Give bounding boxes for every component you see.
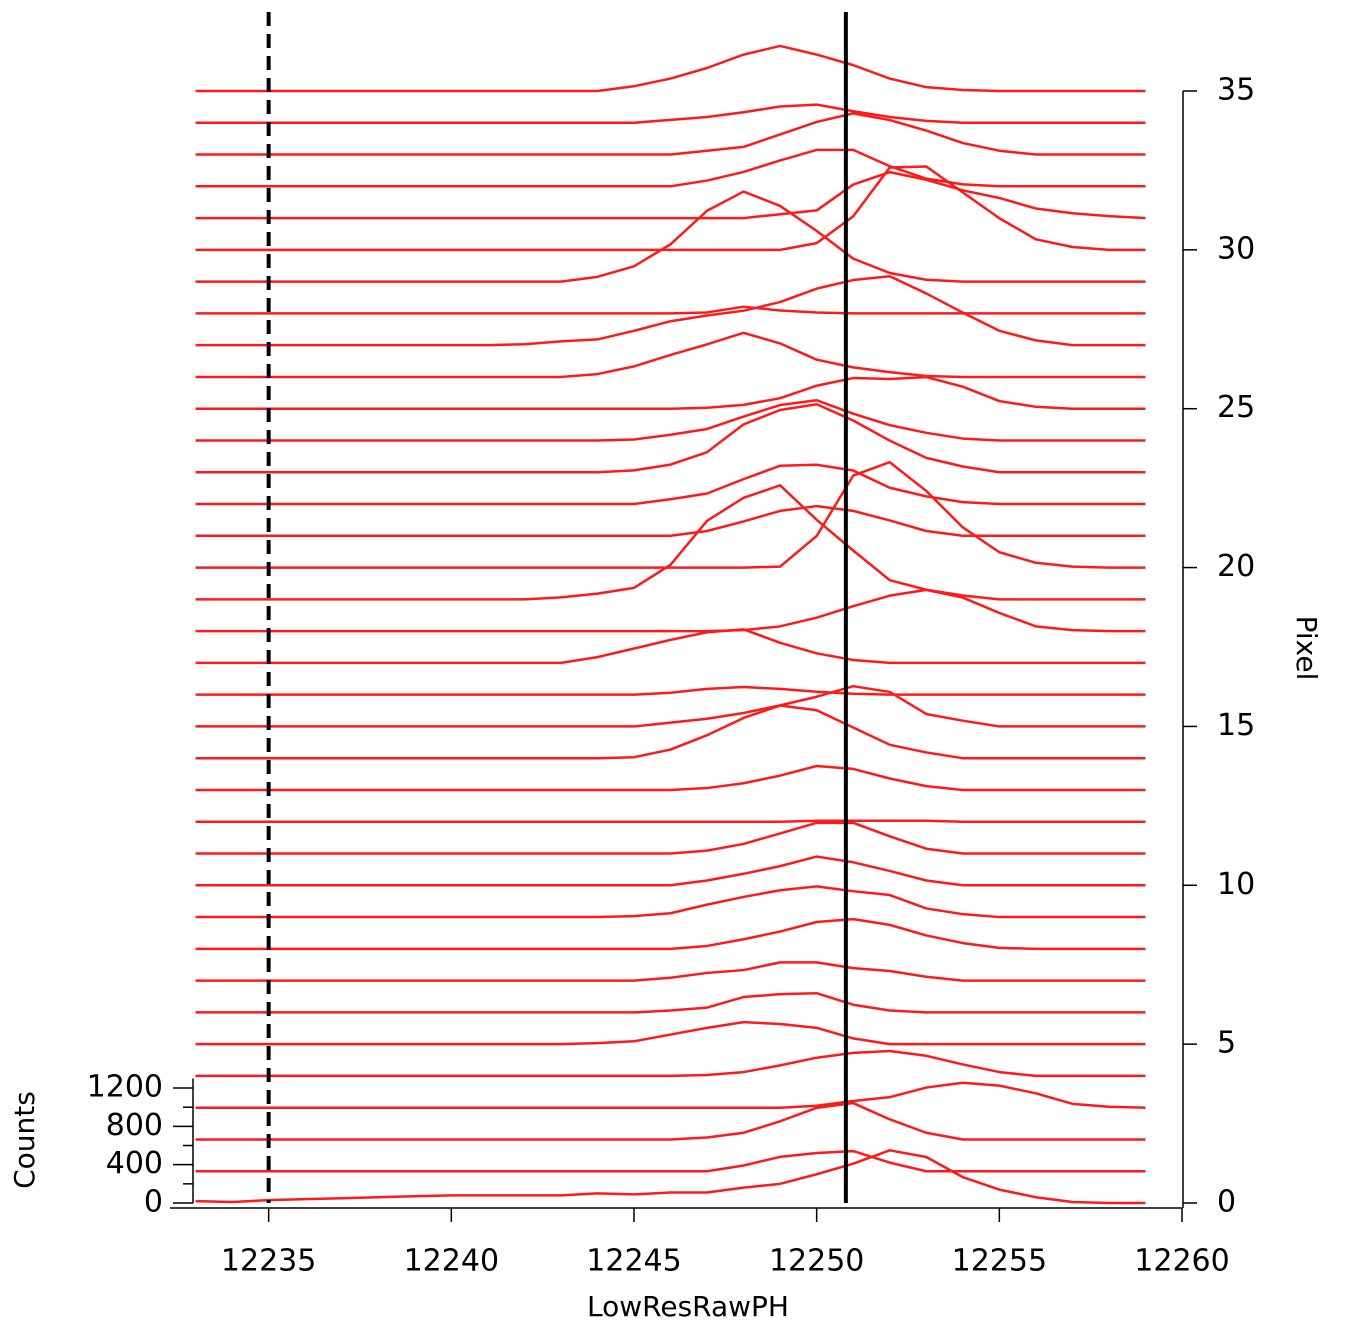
trace	[195, 917, 1146, 951]
trace	[195, 821, 1146, 855]
trace	[195, 375, 1146, 410]
trace	[195, 399, 1146, 442]
y-tick-label: 0	[144, 1185, 163, 1220]
x-tick-label: 12255	[952, 1244, 1047, 1279]
trace	[195, 402, 1146, 474]
y-tick-label: 1200	[87, 1070, 163, 1105]
y2-tick-label: 35	[1217, 73, 1255, 108]
y2-tick-label: 10	[1217, 867, 1255, 902]
trace	[195, 484, 1146, 601]
traces	[195, 12, 1146, 1205]
trace	[195, 961, 1146, 982]
trace	[195, 764, 1146, 792]
trace	[195, 1149, 1146, 1205]
trace	[195, 685, 1146, 696]
trace	[195, 103, 1146, 125]
y2-tick-label: 25	[1217, 390, 1255, 425]
trace	[195, 112, 1146, 156]
trace	[195, 885, 1146, 919]
trace	[195, 274, 1146, 347]
trace	[195, 588, 1146, 633]
trace	[195, 628, 1146, 665]
trace	[195, 855, 1146, 887]
y2-tick-label: 0	[1217, 1185, 1236, 1220]
trace	[195, 991, 1146, 1014]
y2-tick-label: 30	[1217, 231, 1255, 266]
y2-tick-label: 20	[1217, 549, 1255, 584]
trace	[195, 1049, 1146, 1078]
y2-axis-label: Pixel	[1290, 616, 1323, 681]
trace	[195, 1020, 1146, 1046]
trace	[195, 460, 1146, 569]
trace	[195, 170, 1146, 220]
trace	[195, 504, 1146, 538]
trace	[195, 463, 1146, 506]
trace	[195, 1149, 1146, 1173]
x-tick-label: 12240	[404, 1244, 499, 1279]
trace	[195, 331, 1146, 379]
x-tick-label: 12245	[586, 1244, 681, 1279]
trace	[195, 704, 1146, 760]
x-tick-label: 12260	[1134, 1244, 1229, 1279]
y-tick-label: 400	[106, 1146, 163, 1181]
trace	[195, 44, 1146, 93]
trace	[195, 684, 1146, 728]
y2-tick-label: 5	[1217, 1026, 1236, 1061]
x-axis-label: LowResRawPH	[587, 1290, 789, 1323]
trace	[195, 165, 1146, 252]
trace	[195, 305, 1146, 315]
trace	[195, 1101, 1146, 1141]
axes: 12235 12240 12245 12250 12255 12260 0 400800120…	[87, 73, 1256, 1279]
trace	[195, 190, 1146, 283]
y-axis-label: Counts	[8, 1091, 41, 1189]
trace	[195, 1081, 1146, 1109]
trace	[195, 148, 1146, 188]
y-tick-label: 800	[106, 1108, 163, 1143]
x-tick-label: 12235	[221, 1244, 316, 1279]
y2-tick-label: 15	[1217, 708, 1255, 743]
x-tick-label: 12250	[769, 1244, 864, 1279]
trace	[195, 819, 1146, 823]
